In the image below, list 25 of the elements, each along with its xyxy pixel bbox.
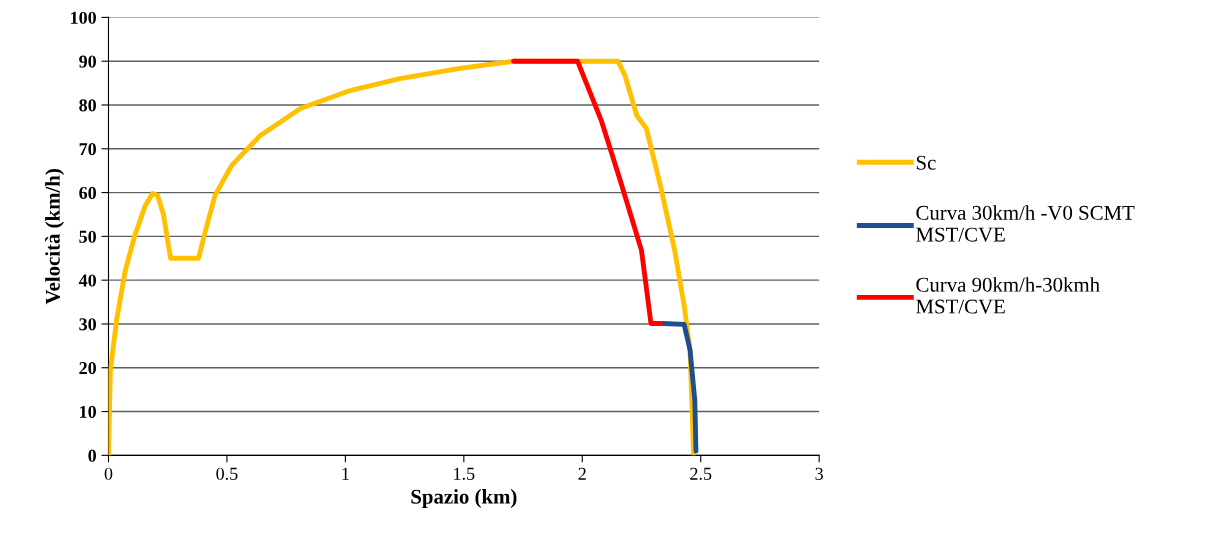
x-tick-label: 1.5 — [454, 467, 475, 480]
legend-label: Sc — [916, 155, 936, 170]
y-tick-label: 60 — [79, 186, 96, 200]
y-tick-label: 30 — [79, 318, 96, 331]
y-tick-label: 20 — [79, 362, 96, 375]
x-tick-label: 2 — [578, 467, 586, 480]
y-tick-label: 90 — [79, 55, 96, 68]
y-tick-label: 100 — [71, 11, 96, 24]
x-tick-label: 3 — [815, 467, 823, 480]
y-tick-label: 70 — [79, 143, 96, 156]
x-tick-label: 2.5 — [690, 467, 712, 480]
y-tick-label: 10 — [80, 405, 96, 418]
legend-label: Curva 30km/h -V0 SCMT MST/CVE — [916, 205, 1135, 242]
y-tick-label: 50 — [79, 230, 96, 243]
x-tick-label: 0 — [104, 467, 113, 480]
line-series — [511, 58, 663, 326]
x-axis-title: Spazio (km) — [411, 489, 517, 508]
x-tick-label: 0.5 — [216, 467, 238, 480]
legend-label: Curva 90km/h-30kmh MST/CVE — [916, 277, 1100, 314]
x-tick-label: 1 — [342, 467, 349, 480]
line-series — [660, 321, 699, 454]
y-tick-label: 0 — [88, 449, 96, 462]
y-tick-label: 80 — [79, 99, 96, 112]
y-tick-label: 40 — [78, 274, 96, 287]
y-axis-title: Velocità (km/h) — [45, 169, 65, 305]
